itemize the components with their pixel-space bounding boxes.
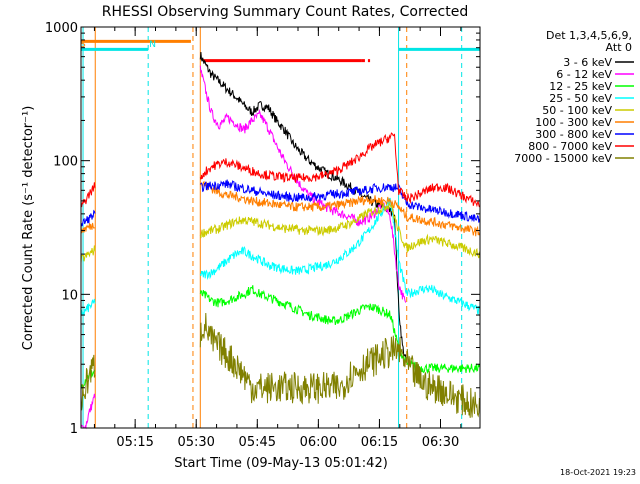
- x-tick-label: 06:15: [361, 435, 398, 450]
- state-annotation: N: [149, 40, 156, 50]
- legend-label: 300 - 800 keV: [535, 128, 612, 141]
- x-tick-label: 06:30: [422, 435, 459, 450]
- y-axis-label: Corrected Count Rate (s⁻¹ detector⁻¹): [21, 106, 36, 351]
- series-line: [80, 312, 480, 418]
- chart-title: RHESSI Observing Summary Count Rates, Co…: [102, 4, 468, 20]
- axis-ticks: 1 10 100 1000 05:15 05:30 05:45 06:00 06:15 06:30: [45, 21, 480, 450]
- series-line: [80, 179, 480, 228]
- series-line: [80, 132, 480, 208]
- legend-header-line-2: Att 0: [606, 41, 632, 54]
- series-line: [80, 197, 480, 317]
- legend-label: 50 - 100 keV: [542, 104, 612, 117]
- series-line: [199, 52, 407, 362]
- x-tick-label: 05:15: [116, 435, 153, 450]
- y-tick-label: 1: [70, 422, 78, 437]
- legend-label: 800 - 7000 keV: [528, 140, 612, 153]
- legend-label: 7000 - 15000 keV: [514, 152, 612, 165]
- y-tick-label: 1000: [45, 21, 78, 36]
- plot-frame: [80, 26, 481, 429]
- x-axis-label: Start Time (09-May-13 05:01:42): [174, 456, 388, 471]
- legend-label: 100 - 300 keV: [535, 116, 612, 129]
- x-tick-label: 06:00: [300, 435, 337, 450]
- series-line: [80, 202, 480, 263]
- legend-label: 25 - 50 keV: [549, 92, 612, 105]
- state-annotation: S: [80, 40, 86, 50]
- legend-label: 3 - 6 keV: [563, 56, 612, 69]
- x-tick-label: 05:30: [177, 435, 214, 450]
- x-tick-label: 05:45: [239, 435, 276, 450]
- legend-label: 6 - 12 keV: [556, 68, 612, 81]
- series-line: [80, 180, 480, 237]
- footer-timestamp: 18-Oct-2021 19:23: [560, 468, 636, 477]
- y-tick-label: 10: [61, 288, 78, 303]
- y-tick-label: 100: [53, 155, 78, 170]
- legend-header-line-1: Det 1,3,4,5,6,9,: [546, 29, 632, 42]
- legend-label: 12 - 25 keV: [549, 80, 612, 93]
